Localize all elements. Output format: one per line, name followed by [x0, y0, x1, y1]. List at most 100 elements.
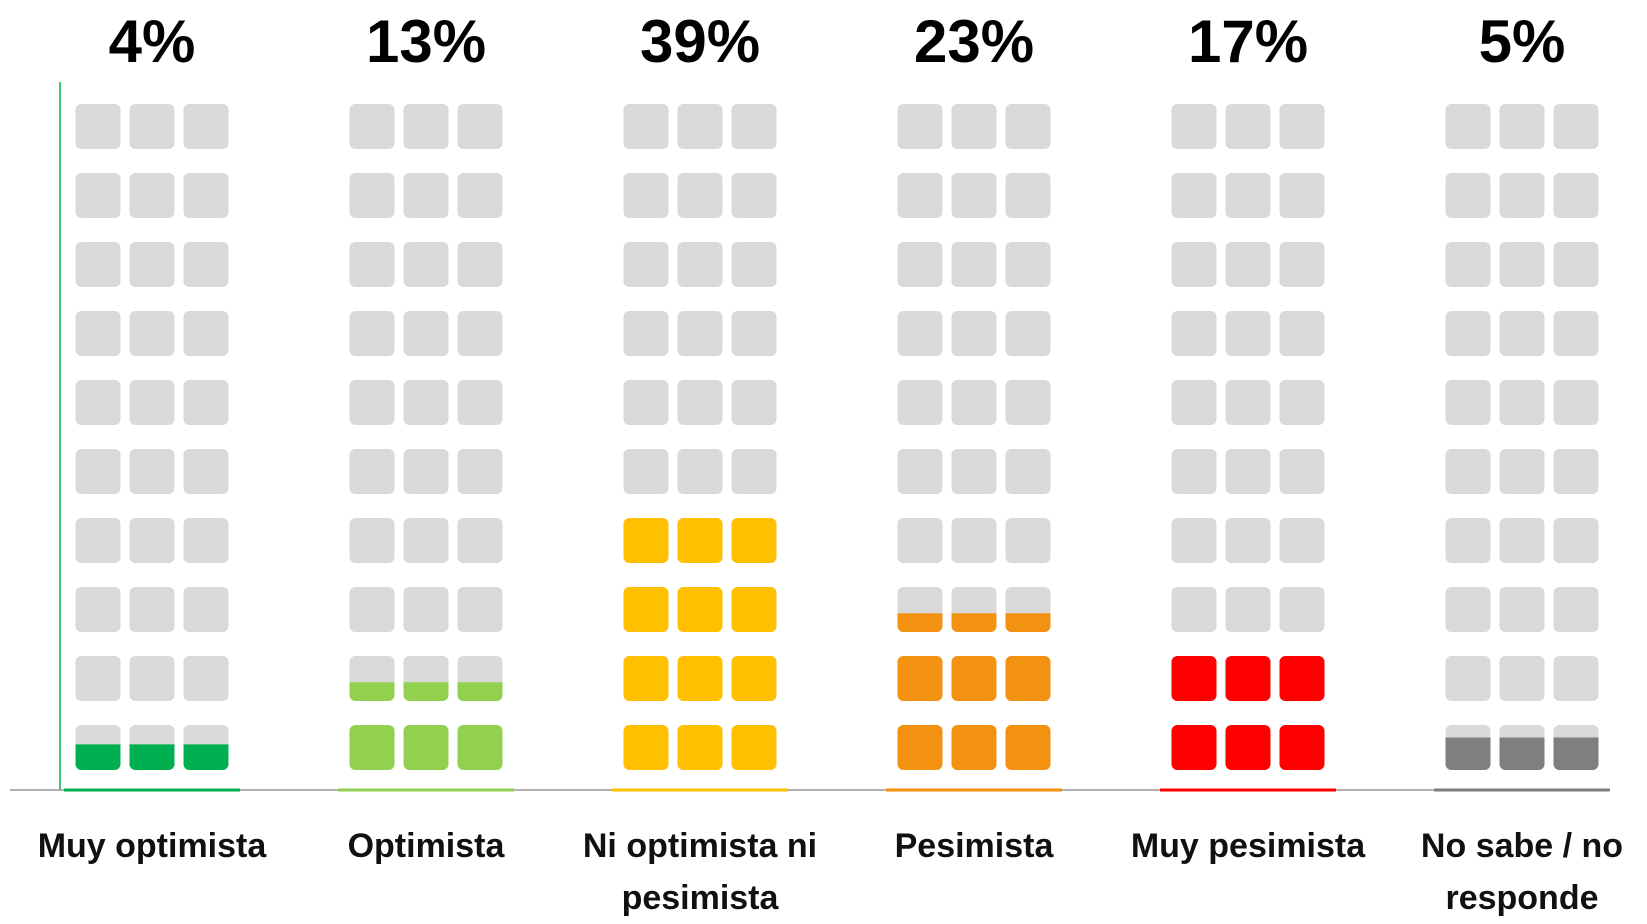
- icon-square: [1279, 518, 1325, 563]
- icon-square: [1445, 380, 1491, 425]
- icon-square: [731, 587, 777, 632]
- icon-square: [731, 173, 777, 218]
- icon-square: [951, 725, 997, 770]
- icon-square: [1553, 518, 1599, 563]
- icon-square: [457, 104, 503, 149]
- icon-square: [183, 104, 229, 149]
- icon-square: [183, 380, 229, 425]
- icon-square: [403, 380, 449, 425]
- icon-square: [75, 587, 121, 632]
- icon-square: [1005, 656, 1051, 701]
- icon-square: [457, 518, 503, 563]
- icon-square: [1279, 725, 1325, 770]
- icon-square: [1499, 311, 1545, 356]
- icon-square: [677, 242, 723, 287]
- icon-square: [1225, 242, 1271, 287]
- icon-square: [457, 242, 503, 287]
- value-label: 17%: [1188, 8, 1308, 75]
- icon-square: [623, 311, 669, 356]
- icon-square: [1499, 587, 1545, 632]
- value-label: 13%: [366, 8, 486, 75]
- icon-square: [1171, 449, 1217, 494]
- icon-square: [731, 242, 777, 287]
- icon-square: [677, 518, 723, 563]
- icon-square: [1499, 518, 1545, 563]
- icon-square: [1171, 656, 1217, 701]
- icon-square: [403, 104, 449, 149]
- icon-square: [1225, 518, 1271, 563]
- bar-fill: [1171, 656, 1325, 770]
- icon-square: [897, 173, 943, 218]
- icon-square: [731, 104, 777, 149]
- icon-square: [183, 173, 229, 218]
- icon-square: [897, 311, 943, 356]
- icon-square: [731, 449, 777, 494]
- category-label: Muy optimista: [37, 827, 267, 865]
- icon-square: [403, 682, 449, 701]
- icon-square: [1279, 242, 1325, 287]
- icon-square: [1553, 449, 1599, 494]
- category-label: Optimista: [347, 827, 505, 865]
- icon-square: [951, 104, 997, 149]
- icon-square: [677, 587, 723, 632]
- icon-square: [951, 518, 997, 563]
- icon-square: [1553, 173, 1599, 218]
- icon-square: [1445, 587, 1491, 632]
- icon-square: [129, 104, 175, 149]
- icon-square: [1499, 449, 1545, 494]
- icon-square: [951, 380, 997, 425]
- icon-square: [731, 311, 777, 356]
- icon-square: [677, 311, 723, 356]
- icon-square: [1445, 737, 1491, 770]
- icon-square: [1279, 311, 1325, 356]
- icon-square: [1553, 380, 1599, 425]
- icon-square: [1553, 656, 1599, 701]
- icon-square: [129, 744, 175, 770]
- icon-square: [897, 725, 943, 770]
- icon-square: [623, 518, 669, 563]
- icon-square: [183, 311, 229, 356]
- value-label: 39%: [640, 8, 760, 75]
- icon-square: [183, 242, 229, 287]
- icon-square: [1553, 242, 1599, 287]
- icon-square: [1499, 656, 1545, 701]
- icon-square: [1499, 173, 1545, 218]
- icon-square: [1279, 380, 1325, 425]
- icon-square: [1005, 518, 1051, 563]
- icon-square: [1445, 311, 1491, 356]
- icon-square: [75, 744, 121, 770]
- icon-square: [1553, 737, 1599, 770]
- icon-square: [951, 242, 997, 287]
- value-label: 23%: [914, 8, 1034, 75]
- icon-square: [1225, 656, 1271, 701]
- icon-square: [677, 173, 723, 218]
- icon-square: [951, 173, 997, 218]
- icon-square: [1445, 449, 1491, 494]
- bar-fill: [623, 518, 777, 770]
- icon-square: [623, 380, 669, 425]
- category-label: Pesimista: [894, 827, 1054, 865]
- icon-square: [457, 587, 503, 632]
- bar-fill: [349, 682, 503, 770]
- icon-square: [349, 518, 395, 563]
- icon-square: [183, 449, 229, 494]
- icon-square: [75, 104, 121, 149]
- icon-square: [731, 656, 777, 701]
- icon-square: [1499, 380, 1545, 425]
- icon-square: [1279, 449, 1325, 494]
- icon-square: [403, 725, 449, 770]
- icon-square: [1553, 104, 1599, 149]
- icon-square: [623, 449, 669, 494]
- bar-fill: [75, 744, 229, 770]
- icon-square: [75, 518, 121, 563]
- icon-square: [349, 380, 395, 425]
- icon-square: [1005, 311, 1051, 356]
- icon-square: [129, 242, 175, 287]
- icon-square: [897, 380, 943, 425]
- icon-square: [1225, 104, 1271, 149]
- icon-square: [1171, 518, 1217, 563]
- icon-square: [677, 449, 723, 494]
- icon-square: [1499, 737, 1545, 770]
- icon-square: [349, 449, 395, 494]
